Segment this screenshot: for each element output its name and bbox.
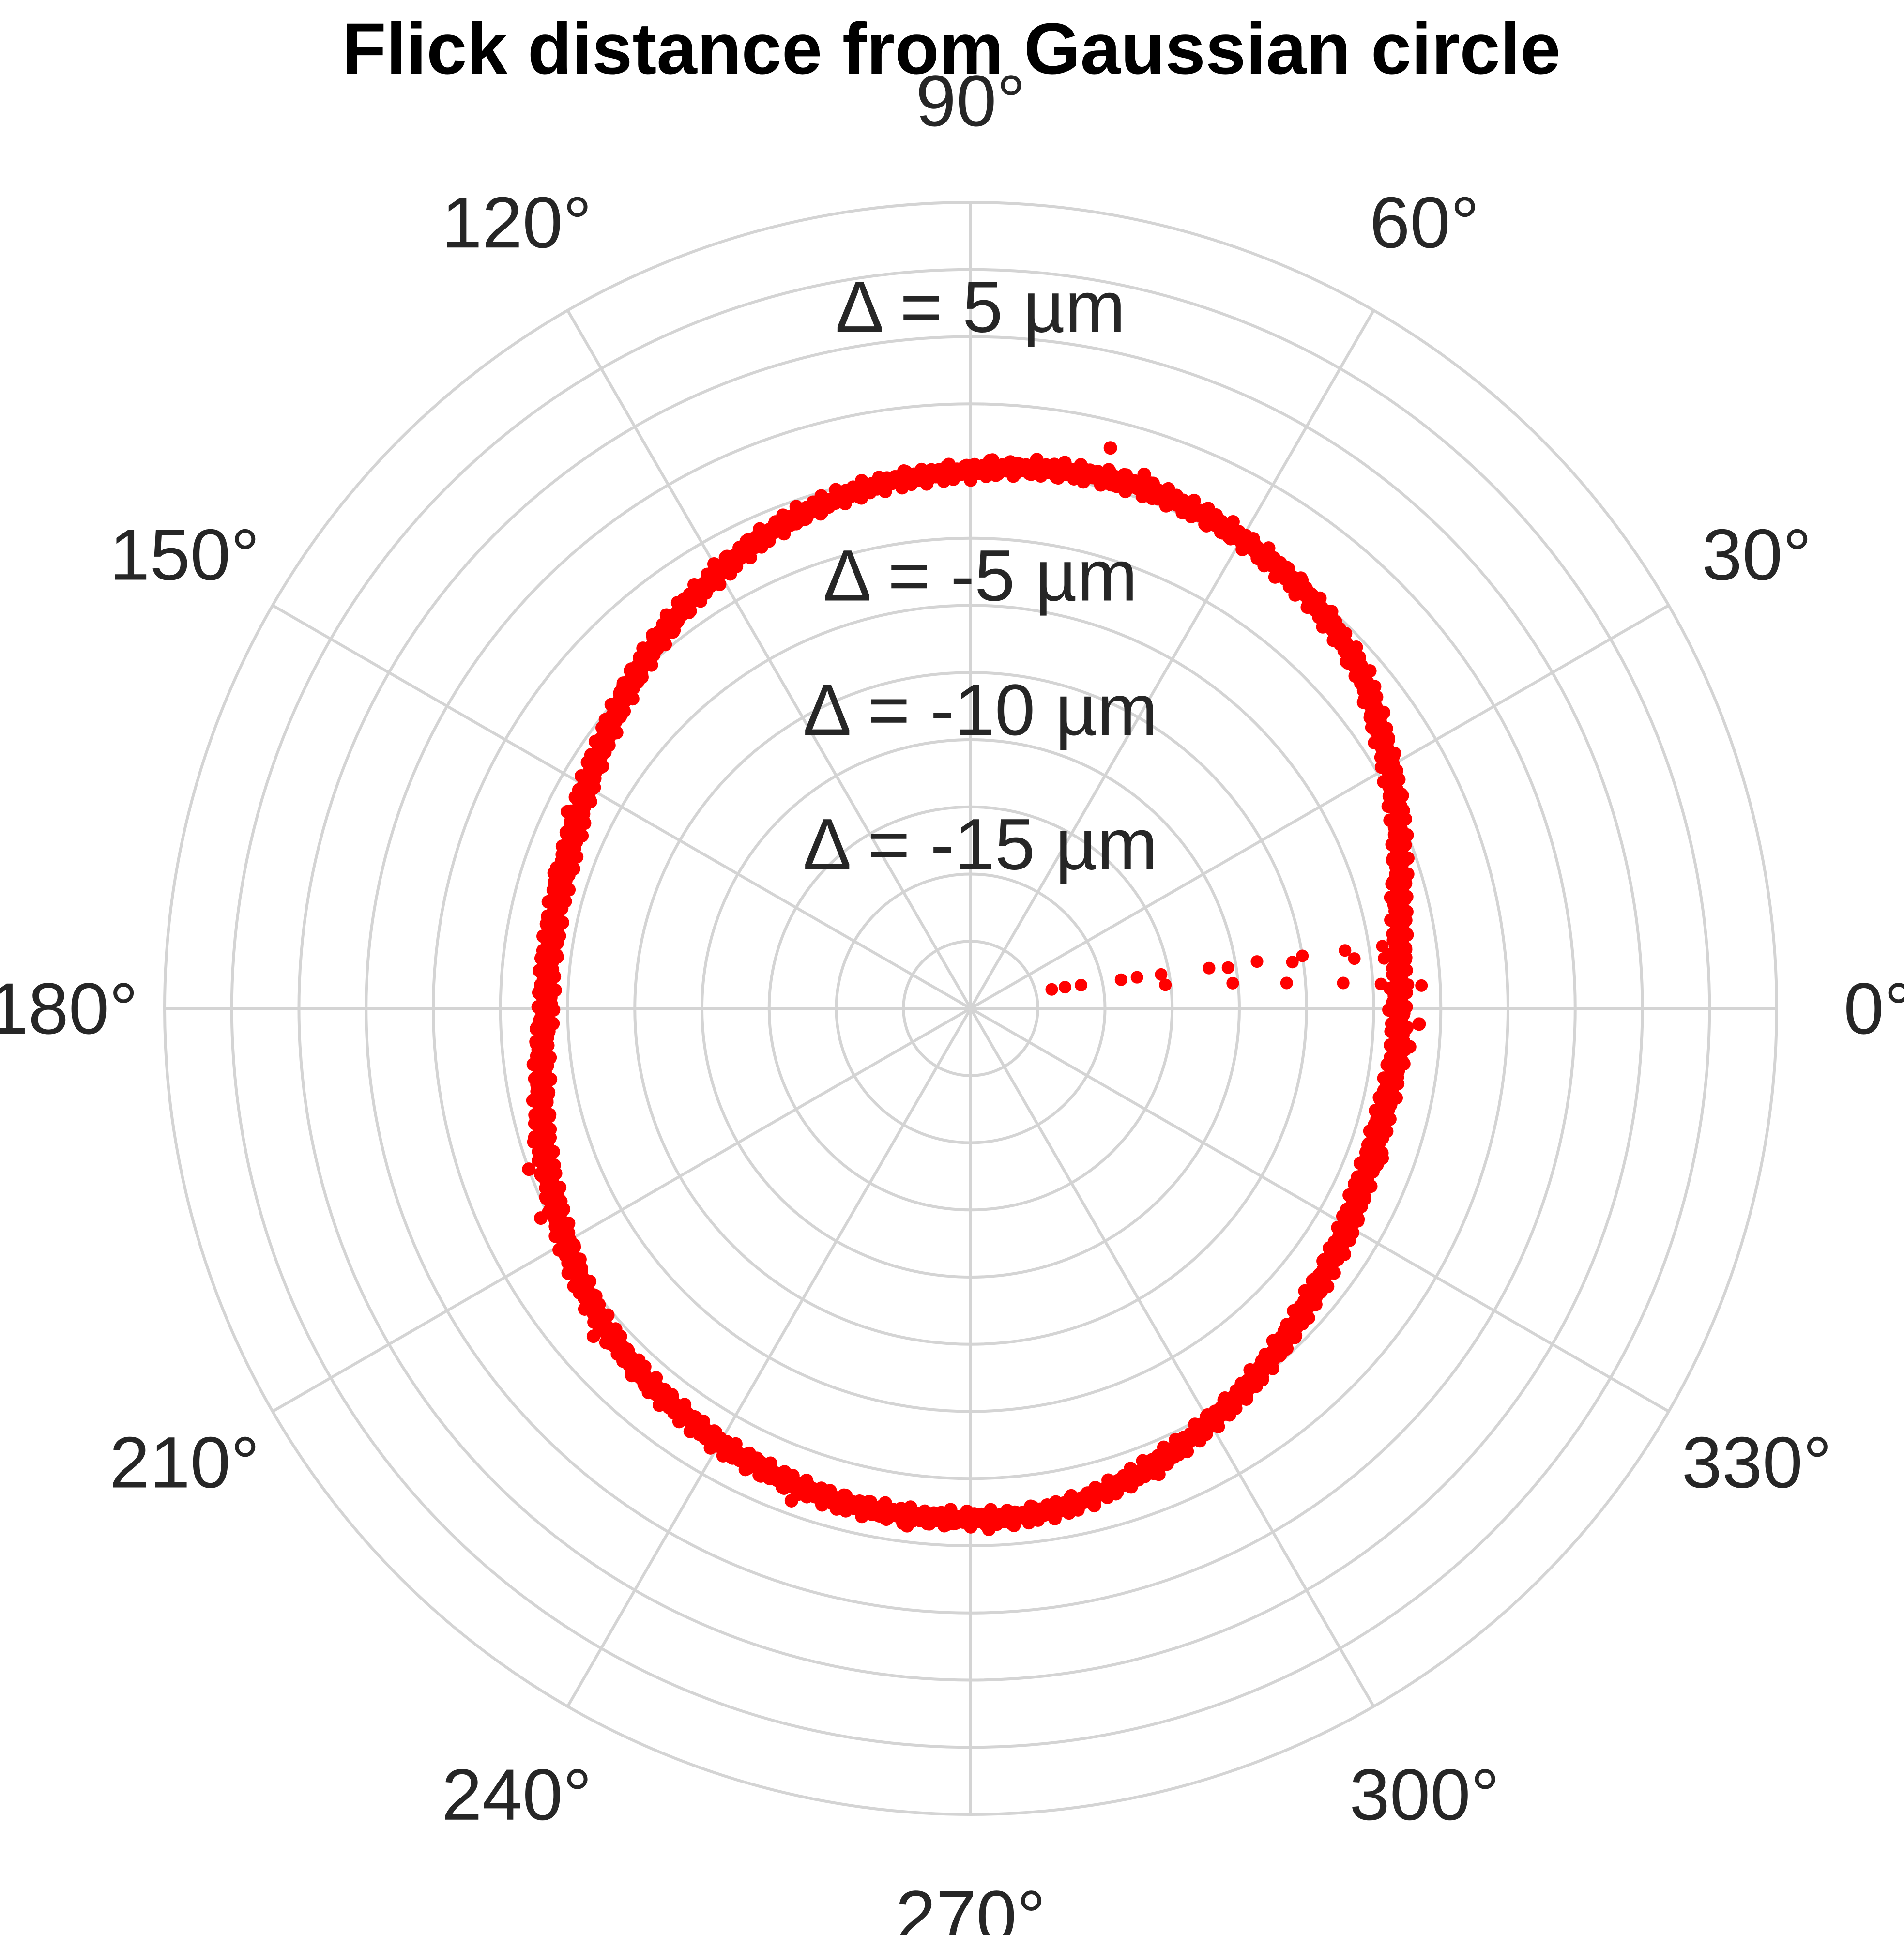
data-point	[1203, 961, 1216, 975]
data-point	[1412, 1017, 1426, 1031]
angle-tick-label: 120°	[442, 182, 592, 263]
angle-tick-label: 90°	[916, 60, 1026, 141]
data-point	[1045, 983, 1058, 996]
data-point	[1400, 953, 1413, 966]
data-point	[1159, 978, 1172, 991]
angle-tick-label: 60°	[1370, 182, 1479, 263]
data-point	[1155, 968, 1168, 981]
data-point	[784, 1493, 798, 1508]
data-point	[1130, 971, 1143, 984]
angle-tick-label: 300°	[1349, 1754, 1499, 1835]
grid-spoke	[969, 309, 1375, 1009]
axis-labels: 0° 30° 60° 90° 120° 150° 180° 210° 240° 270° 300° 3…	[0, 60, 1904, 1935]
grid-spoke	[970, 1007, 1670, 1413]
data-point	[1339, 944, 1352, 957]
data-point	[527, 1135, 541, 1149]
data-point	[586, 1329, 600, 1343]
data-point	[547, 866, 561, 880]
data-point	[1378, 952, 1391, 965]
angle-tick-label: 270°	[896, 1875, 1046, 1935]
angle-tick-label: 240°	[442, 1754, 592, 1835]
data-point	[1221, 961, 1234, 974]
angle-tick-label: 330°	[1682, 1422, 1832, 1503]
grid-spoke	[272, 1007, 972, 1413]
data-point	[1226, 976, 1239, 990]
radial-tick-label: Δ = 5 µm	[835, 266, 1125, 348]
data-point	[1137, 467, 1151, 481]
data-point	[900, 1519, 914, 1533]
radial-tick-label: Δ = -15 µm	[803, 804, 1158, 885]
data-point	[1348, 952, 1361, 965]
radial-tick-label: Δ = -5 µm	[823, 535, 1137, 616]
data-point	[1402, 1040, 1417, 1054]
data-point	[572, 1286, 586, 1300]
data-point	[1337, 976, 1350, 990]
grid-spoke	[969, 1007, 1375, 1707]
data-point	[707, 557, 721, 571]
grid-spoke	[566, 309, 972, 1009]
data-point	[1401, 978, 1415, 991]
grid-spoke	[970, 604, 1670, 1010]
grid-spoke	[272, 604, 972, 1010]
data-series	[522, 441, 1428, 1537]
data-point	[1296, 949, 1309, 962]
angle-tick-label: 180°	[0, 968, 138, 1049]
polar-grid	[163, 201, 1778, 1816]
chart-title: Flick distance from Gaussian circle	[342, 8, 1561, 89]
data-point	[1286, 956, 1299, 969]
data-point	[1268, 570, 1282, 584]
data-point	[1374, 977, 1387, 990]
angle-tick-label: 210°	[109, 1422, 259, 1503]
data-point	[1250, 955, 1264, 968]
data-point	[1376, 940, 1389, 953]
radial-tick-label: Δ = -10 µm	[803, 669, 1158, 750]
data-point	[1280, 976, 1293, 990]
data-point	[1103, 441, 1117, 455]
angle-tick-label: 150°	[109, 514, 259, 595]
data-point	[1114, 973, 1127, 986]
angle-tick-label: 0°	[1843, 968, 1904, 1049]
data-point	[1152, 1467, 1166, 1481]
angle-tick-label: 30°	[1702, 514, 1812, 595]
data-point	[1375, 1151, 1389, 1165]
data-point	[1415, 979, 1428, 992]
data-point	[522, 1162, 536, 1176]
grid-spoke	[566, 1007, 972, 1707]
data-point	[534, 1211, 548, 1225]
data-point	[983, 454, 997, 468]
data-point	[677, 592, 691, 606]
data-point	[1058, 981, 1071, 994]
data-point	[560, 805, 574, 819]
data-point	[1382, 1003, 1396, 1017]
data-point	[982, 1523, 996, 1537]
data-point	[1075, 978, 1088, 991]
